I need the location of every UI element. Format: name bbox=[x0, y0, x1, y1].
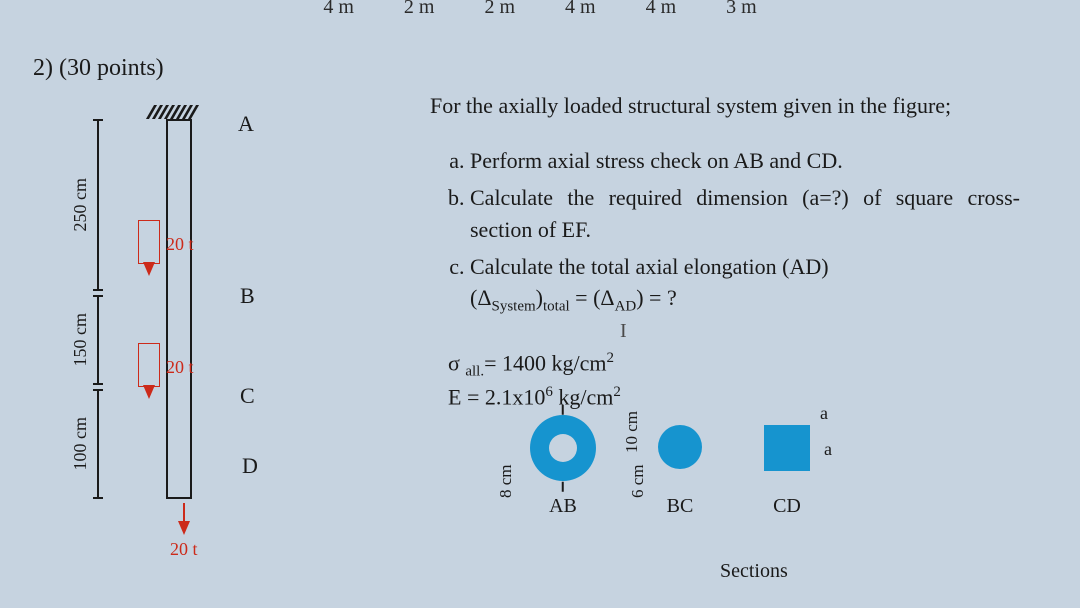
level-A: A bbox=[238, 111, 254, 137]
section-AB: 8 cm 10 cm AB bbox=[530, 415, 596, 518]
load-below-D-value: 20 t bbox=[170, 539, 198, 560]
section-BC-label: BC bbox=[667, 495, 694, 518]
E-left: E = 2.1x10 bbox=[448, 384, 545, 409]
sigma-sub: all. bbox=[465, 364, 484, 380]
dim-BC-label: 150 cm bbox=[70, 313, 91, 367]
section-AB-inner-dim: 8 cm bbox=[496, 415, 516, 498]
sections-caption: Sections bbox=[720, 560, 788, 583]
E-exp2: 2 bbox=[613, 384, 621, 400]
delta-total-sub: total bbox=[543, 299, 570, 315]
sigma-exp: 2 bbox=[607, 350, 615, 366]
sections-row: 8 cm 10 cm AB 6 cm BC a a CD bbox=[530, 415, 810, 518]
section-BC-dim: 6 cm bbox=[628, 423, 648, 498]
youngs-modulus: E = 2.1x106 kg/cm2 bbox=[448, 382, 621, 412]
subquestion-list: Perform axial stress check on AB and CD.… bbox=[430, 145, 1020, 318]
intro-text: For the axially loaded structural system… bbox=[430, 90, 1020, 121]
dim-AB: 250 cm bbox=[70, 119, 99, 291]
handwritten-mark: I bbox=[620, 320, 627, 343]
section-CD-label: CD bbox=[773, 495, 801, 518]
dim-BC: 150 cm bbox=[70, 295, 99, 385]
load-at-C: 20 t bbox=[138, 343, 160, 399]
load-at-B-value: 20 t bbox=[166, 234, 194, 255]
section-CD-shape bbox=[764, 425, 810, 471]
dim-CD-label: 100 cm bbox=[70, 417, 91, 471]
sigma-sym: σ bbox=[448, 350, 465, 375]
column-body bbox=[166, 119, 192, 499]
fixed-support-hatch bbox=[150, 105, 195, 119]
dim-CD: 100 cm bbox=[70, 389, 99, 499]
sigma-all: σ all.= 1400 kg/cm2 bbox=[448, 348, 621, 382]
load-at-B: 20 t bbox=[138, 220, 160, 276]
part-c-text: Calculate the total axial elongation (AD… bbox=[470, 254, 829, 279]
section-BC-shape bbox=[658, 425, 702, 469]
delta-sys-sub: System bbox=[491, 299, 535, 315]
level-B: B bbox=[240, 283, 255, 309]
section-CD: a a CD bbox=[764, 425, 810, 518]
question-header: 2) (30 points) bbox=[33, 55, 164, 82]
dim-4m-1: 4 m bbox=[323, 0, 354, 19]
sigma-val: = 1400 kg/cm bbox=[484, 350, 606, 375]
dim-4m-2: 4 m bbox=[565, 0, 596, 19]
section-CD-a-top: a bbox=[820, 403, 828, 424]
material-properties: σ all.= 1400 kg/cm2 E = 2.1x106 kg/cm2 bbox=[448, 348, 621, 412]
load-at-C-value: 20 t bbox=[166, 357, 194, 378]
level-C: C bbox=[240, 383, 255, 409]
section-AB-shape bbox=[530, 415, 596, 481]
load-below-D: 20 t bbox=[170, 503, 198, 560]
delta-sys-mid: ) bbox=[536, 285, 543, 310]
dim-AB-label: 250 cm bbox=[70, 178, 91, 232]
delta-sys-l: (Δ bbox=[470, 285, 491, 310]
delta-ad-sub: AD bbox=[615, 299, 637, 315]
dim-2m-2: 2 m bbox=[484, 0, 515, 19]
top-dimension-row: 4 m 2 m 2 m 4 m 4 m 3 m bbox=[0, 0, 1080, 19]
part-c: Calculate the total axial elongation (AD… bbox=[470, 251, 1020, 318]
E-exp: 6 bbox=[545, 384, 553, 400]
section-BC: 6 cm BC bbox=[658, 425, 702, 518]
dim-2m-1: 2 m bbox=[404, 0, 435, 19]
problem-text: For the axially loaded structural system… bbox=[430, 90, 1020, 324]
column-figure: A B C D 20 t 20 t 20 t 250 cm 150 cm 100… bbox=[70, 105, 270, 555]
delta-tail: ) = ? bbox=[636, 285, 677, 310]
part-a: Perform axial stress check on AB and CD. bbox=[470, 145, 1020, 176]
part-b: Calculate the required dimension (a=?) o… bbox=[470, 182, 1020, 244]
section-CD-a-side: a bbox=[824, 439, 832, 460]
dim-3m: 3 m bbox=[726, 0, 757, 19]
dim-4m-3: 4 m bbox=[646, 0, 677, 19]
level-D: D bbox=[242, 453, 258, 479]
delta-ad-eq: = (Δ bbox=[570, 285, 615, 310]
section-AB-label: AB bbox=[549, 495, 577, 518]
